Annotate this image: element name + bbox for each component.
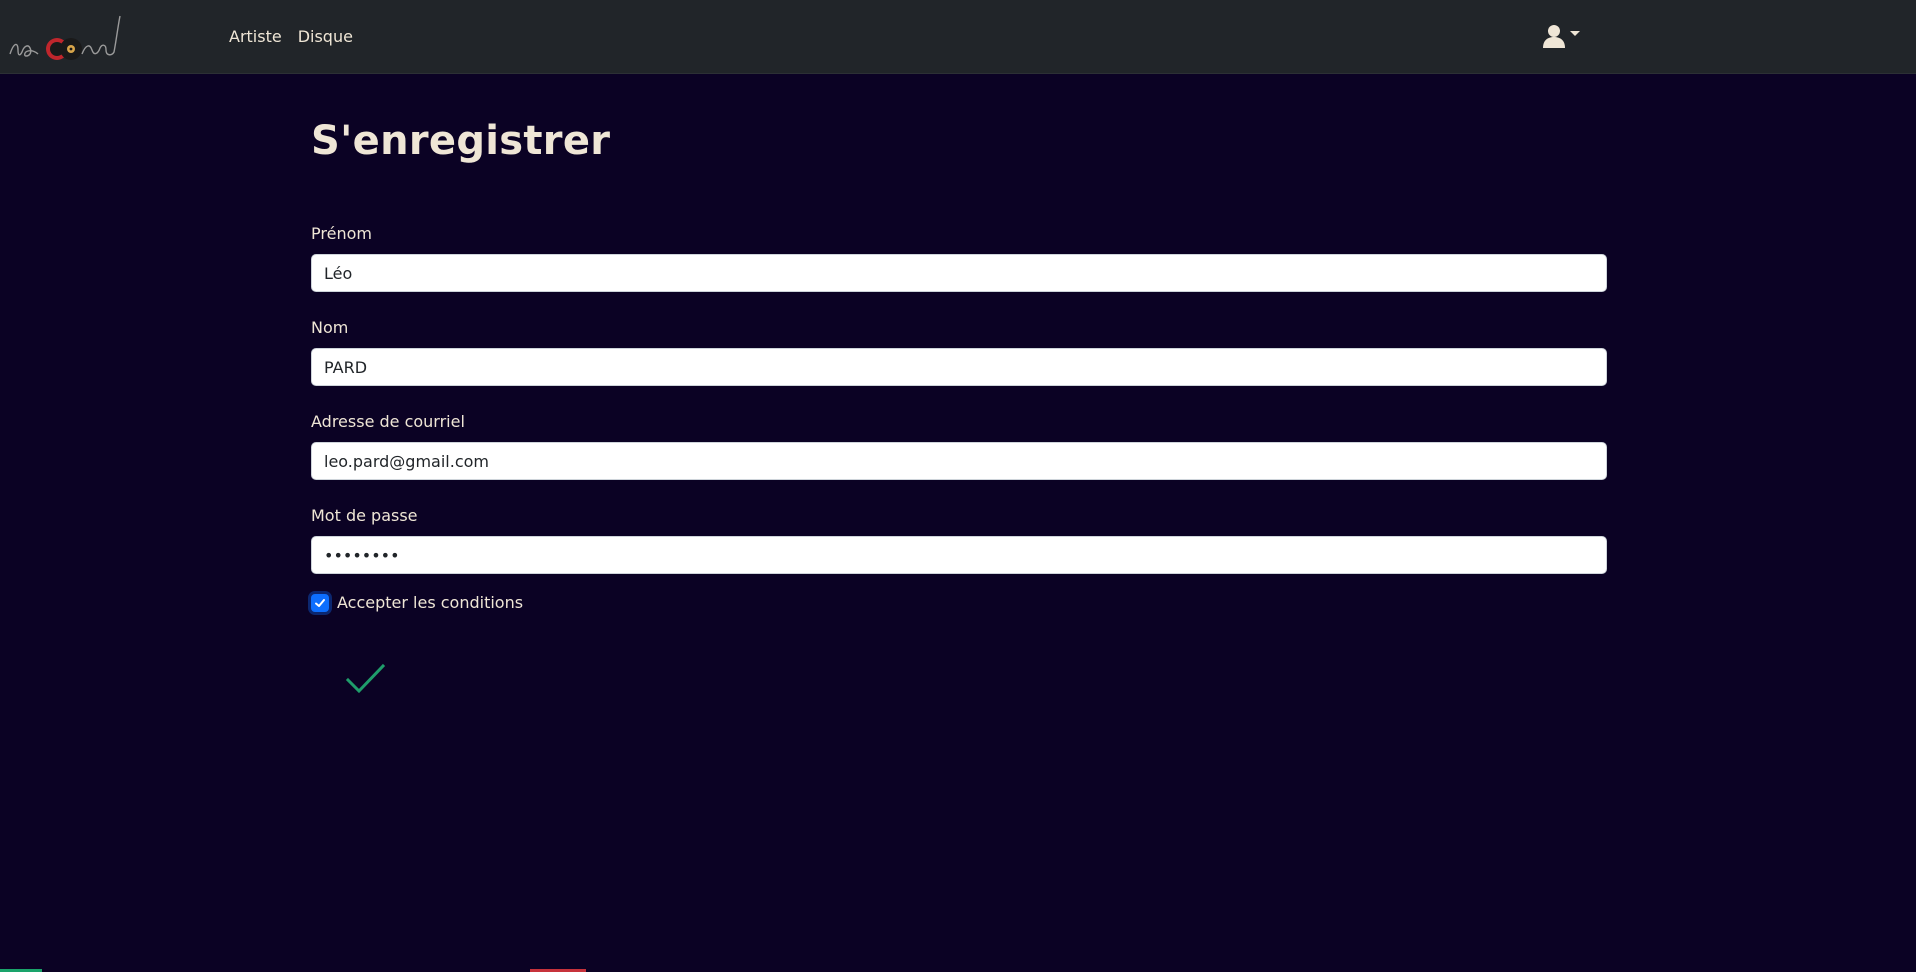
last-name-label: Nom (311, 318, 349, 337)
nav-link-artiste[interactable]: Artiste (229, 27, 282, 46)
submit-button[interactable] (345, 663, 386, 695)
password-group: Mot de passe (311, 504, 1607, 574)
first-name-group: Prénom (311, 222, 1607, 292)
top-navbar: Artiste Disque (0, 0, 1916, 74)
checkmark-icon (345, 663, 386, 694)
first-name-label: Prénom (311, 224, 372, 243)
last-name-input[interactable] (311, 348, 1607, 386)
terms-checkbox[interactable] (311, 593, 329, 612)
last-name-group: Nom (311, 316, 1607, 386)
password-label: Mot de passe (311, 506, 418, 525)
caret-down-icon (1570, 30, 1580, 36)
password-input[interactable] (311, 536, 1607, 574)
bottom-indicator-green (0, 969, 42, 972)
register-form-container: S'enregistrer Prénom Nom Adresse de cour… (311, 118, 1607, 612)
checkbox-check-icon (315, 598, 325, 607)
main-nav: Artiste Disque (229, 27, 353, 46)
brand-logo[interactable] (8, 12, 126, 62)
terms-label[interactable]: Accepter les conditions (337, 593, 524, 612)
email-group: Adresse de courriel (311, 410, 1607, 480)
user-icon (1543, 25, 1565, 48)
email-label: Adresse de courriel (311, 412, 465, 431)
record-logo-icon (9, 15, 121, 60)
page-title: S'enregistrer (311, 118, 611, 164)
bottom-indicator-red (530, 969, 586, 972)
terms-row: Accepter les conditions (311, 593, 1607, 612)
email-input[interactable] (311, 442, 1607, 480)
user-menu-dropdown[interactable] (1542, 23, 1580, 49)
nav-link-disque[interactable]: Disque (297, 27, 353, 46)
first-name-input[interactable] (311, 254, 1607, 292)
